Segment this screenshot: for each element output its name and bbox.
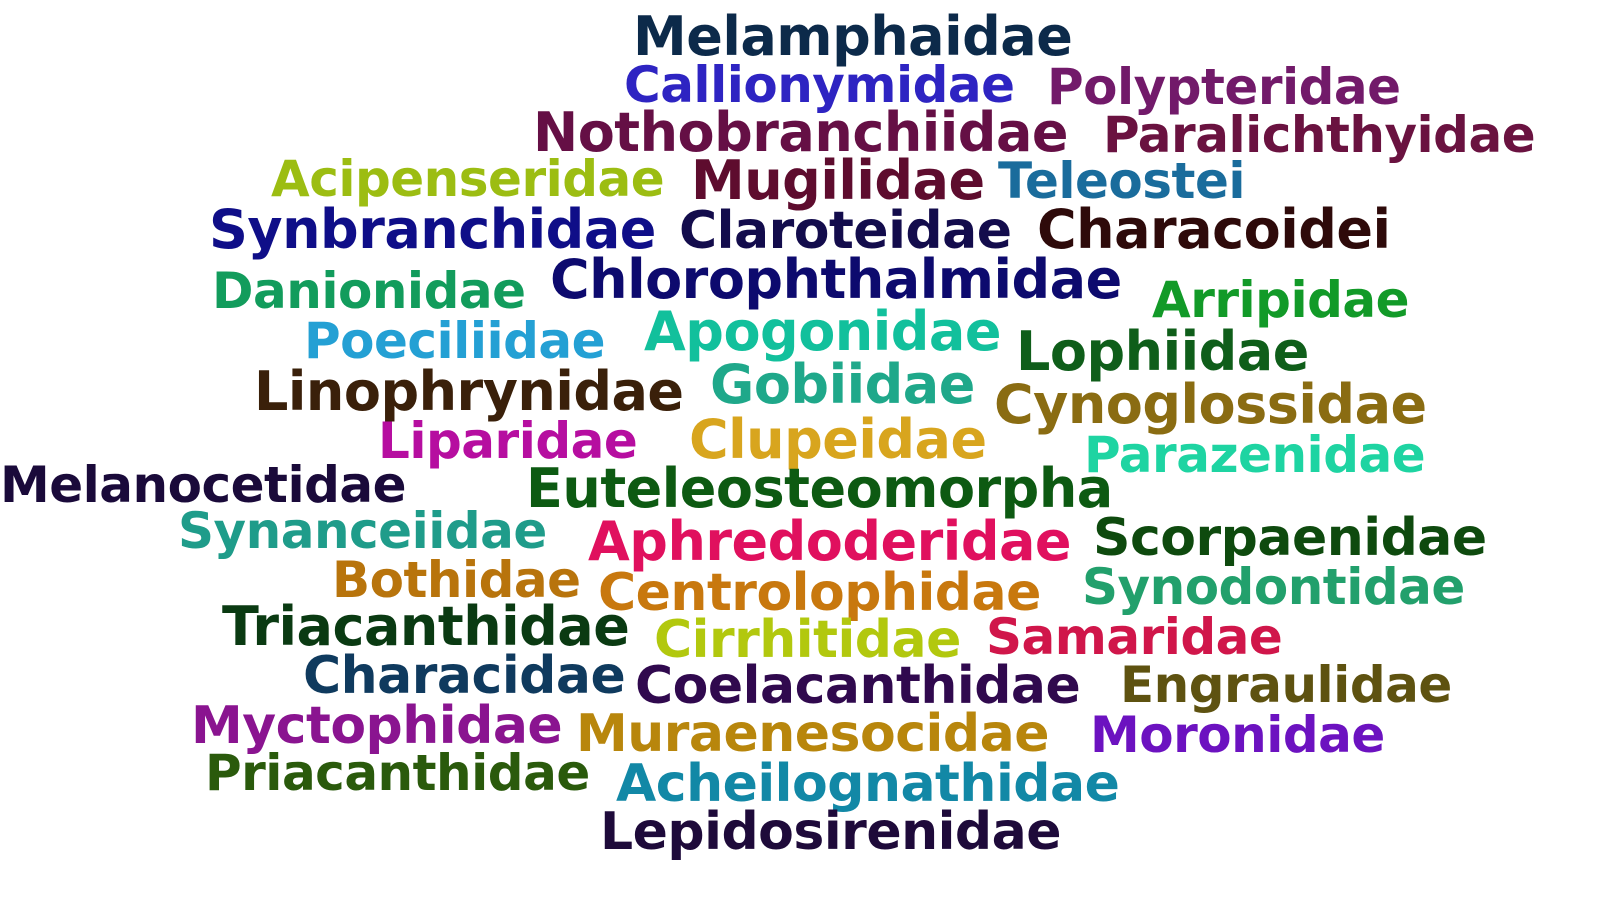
word-triacanthidae: Triacanthidae <box>222 595 630 658</box>
word-characidae: Characidae <box>303 646 626 706</box>
word-danionidae: Danionidae <box>212 262 526 320</box>
word-callionymidae: Callionymidae <box>624 56 1015 114</box>
word-priacanthidae: Priacanthidae <box>205 744 590 802</box>
word-poeciliidae: Poeciliidae <box>304 312 606 370</box>
word-cynoglossidae: Cynoglossidae <box>994 373 1427 436</box>
word-synodontidae: Synodontidae <box>1082 558 1465 616</box>
word-myctophidae: Myctophidae <box>191 696 563 756</box>
word-engraulidae: Engraulidae <box>1120 656 1452 714</box>
word-lophiidae: Lophiidae <box>1016 320 1309 383</box>
word-acheilognathidae: Acheilognathidae <box>616 754 1120 814</box>
word-lepidosirenidae: Lepidosirenidae <box>600 802 1062 862</box>
word-clupeidae: Clupeidae <box>689 408 987 471</box>
word-acipenseridae: Acipenseridae <box>271 150 665 208</box>
word-parazenidae: Parazenidae <box>1084 426 1426 484</box>
word-euteleosteomorpha: Euteleosteomorpha <box>526 457 1113 520</box>
word-polypteridae: Polypteridae <box>1047 58 1401 116</box>
word-centrolophidae: Centrolophidae <box>598 563 1041 623</box>
word-bothidae: Bothidae <box>332 551 581 609</box>
word-paralichthyidae: Paralichthyidae <box>1103 106 1536 164</box>
word-chlorophthalmidae: Chlorophthalmidae <box>550 248 1122 311</box>
word-gobiidae: Gobiidae <box>710 353 975 416</box>
word-scorpaenidae: Scorpaenidae <box>1093 508 1487 568</box>
word-samaridae: Samaridae <box>986 608 1283 666</box>
word-aphredoderidae: Aphredoderidae <box>588 510 1072 573</box>
word-arripidae: Arripidae <box>1152 271 1410 329</box>
word-mugilidae: Mugilidae <box>691 149 985 212</box>
word-characoidei: Characoidei <box>1037 198 1391 261</box>
word-muraenesocidae: Muraenesocidae <box>576 704 1049 764</box>
word-apogonidae: Apogonidae <box>644 300 1001 363</box>
word-synbranchidae: Synbranchidae <box>209 198 656 261</box>
word-synanceiidae: Synanceiidae <box>178 502 547 560</box>
word-claroteidae: Claroteidae <box>679 201 1012 261</box>
word-melamphaidae: Melamphaidae <box>633 5 1073 68</box>
word-nothobranchiidae: Nothobranchiidae <box>533 101 1069 164</box>
word-cirrhitidae: Cirrhitidae <box>654 610 961 670</box>
word-teleostei: Teleostei <box>998 152 1246 210</box>
word-moronidae: Moronidae <box>1090 706 1385 764</box>
word-linophrynidae: Linophrynidae <box>254 360 684 423</box>
word-melanocetidae: Melanocetidae <box>0 456 407 514</box>
word-coelacanthidae: Coelacanthidae <box>635 656 1081 716</box>
word-liparidae: Liparidae <box>378 412 638 470</box>
